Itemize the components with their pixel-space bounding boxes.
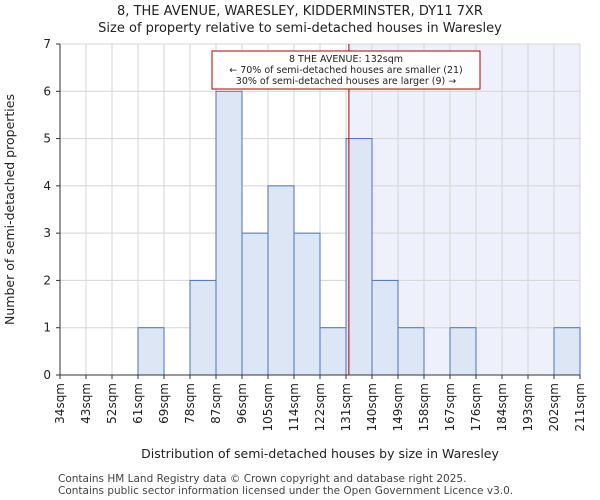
y-tick-label: 5 — [43, 132, 51, 146]
histogram-bar — [319, 327, 347, 376]
x-tick-label: 105sqm — [261, 383, 275, 431]
x-tick-label: 202sqm — [547, 383, 561, 431]
histogram-bar — [137, 327, 165, 376]
x-tick-label: 131sqm — [339, 383, 353, 431]
x-tick-label: 52sqm — [105, 383, 119, 424]
chart-title: 8, THE AVENUE, WARESLEY, KIDDERMINSTER, … — [117, 4, 483, 19]
y-axis-title: Number of semi-detached properties — [2, 94, 17, 325]
histogram-bar — [293, 232, 321, 376]
x-tick-label: 149sqm — [391, 383, 405, 431]
footer-copyright: Contains HM Land Registry data © Crown c… — [58, 473, 467, 485]
x-tick-label: 211sqm — [573, 383, 587, 431]
x-tick-label: 78sqm — [183, 383, 197, 424]
x-tick-label: 96sqm — [235, 383, 249, 424]
histogram-bar — [397, 327, 425, 376]
histogram-bar — [371, 279, 399, 376]
footer-licence: Contains public sector information licen… — [58, 485, 514, 497]
x-tick-label: 176sqm — [469, 383, 483, 431]
x-tick-label: 69sqm — [157, 383, 171, 424]
histogram-bar — [345, 138, 373, 376]
x-tick-label: 43sqm — [79, 383, 93, 424]
annotation-box — [211, 50, 481, 90]
y-tick-label: 2 — [43, 273, 51, 287]
annotation-line1: 8 THE AVENUE: 132sqm — [289, 54, 403, 65]
chart-subtitle: Size of property relative to semi-detach… — [98, 21, 502, 36]
x-tick-label: 61sqm — [131, 383, 145, 424]
histogram-bar — [267, 185, 295, 376]
y-tick-label: 1 — [43, 321, 51, 335]
y-tick-label: 6 — [43, 84, 51, 98]
annotation-line3: 30% of semi-detached houses are larger (… — [236, 76, 456, 87]
x-tick-label: 122sqm — [313, 383, 327, 431]
y-tick-label: 4 — [43, 179, 51, 193]
x-axis-title: Distribution of semi-detached houses by … — [141, 446, 499, 461]
x-tick-label: 114sqm — [287, 383, 301, 431]
histogram-bar — [553, 327, 581, 376]
x-tick-label: 140sqm — [365, 383, 379, 431]
x-tick-label: 158sqm — [417, 383, 431, 431]
annotation-line2: ← 70% of semi-detached houses are smalle… — [229, 65, 463, 76]
x-tick-label: 34sqm — [53, 383, 67, 424]
histogram-bar — [241, 232, 269, 376]
y-tick-label: 0 — [43, 368, 51, 382]
x-tick-label: 167sqm — [443, 383, 457, 431]
histogram-bar — [189, 279, 217, 376]
x-tick-label: 184sqm — [495, 383, 509, 431]
y-tick-label: 7 — [43, 37, 51, 51]
histogram-bar — [215, 90, 243, 376]
x-tick-label: 87sqm — [209, 383, 223, 424]
y-tick-label: 3 — [43, 226, 51, 240]
x-tick-label: 193sqm — [521, 383, 535, 431]
histogram-bar — [449, 327, 477, 376]
